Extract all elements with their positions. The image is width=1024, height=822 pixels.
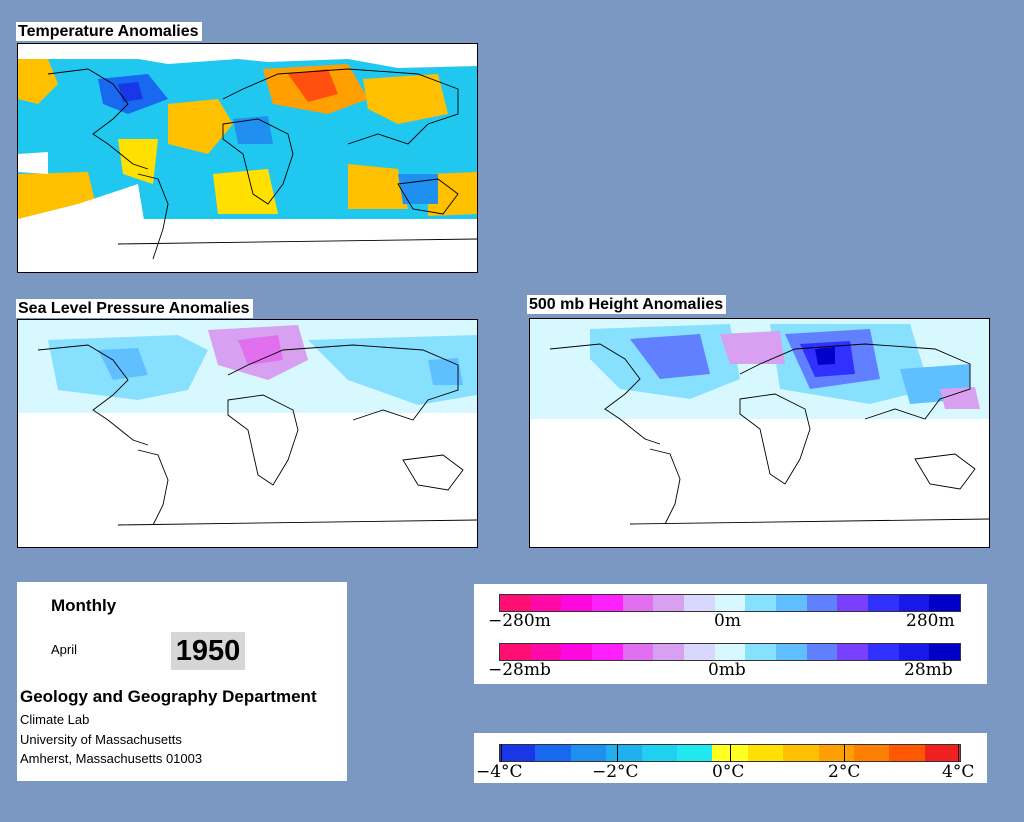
temperature-swatch-12	[924, 745, 961, 761]
height-swatch-13	[898, 595, 930, 611]
pressure-swatch-4	[622, 644, 654, 660]
tick-pos2	[844, 744, 845, 762]
temp-label-1: −4°C	[476, 762, 523, 782]
department-name: Geology and Geography Department	[20, 687, 317, 706]
height-swatch-11	[837, 595, 869, 611]
pressure-min-label: −28mb	[488, 660, 551, 680]
temperature-swatch-1	[535, 745, 571, 761]
height-swatch-6	[684, 595, 715, 611]
temperature-swatch-10	[853, 745, 890, 761]
height-swatch-9	[776, 595, 807, 611]
pressure-swatch-3	[592, 644, 623, 660]
temperature-swatch-0	[500, 745, 536, 761]
temperature-swatch-8	[783, 745, 819, 761]
height-swatch-14	[929, 595, 961, 611]
temp-label-4: 2°C	[828, 762, 861, 782]
pressure-max-label: 28mb	[904, 660, 953, 680]
pressure-swatch-9	[776, 644, 807, 660]
pressure-swatch-7	[714, 644, 746, 660]
temp-label-3: 0°C	[712, 762, 745, 782]
frequency-label: Monthly	[51, 596, 117, 615]
temp-label-5: 4°C	[942, 762, 975, 782]
height-swatch-4	[622, 595, 654, 611]
pressure-map	[17, 319, 478, 548]
height-swatch-7	[714, 595, 746, 611]
temperature-legend-panel: −4°C −2°C 0°C 2°C 4°C	[474, 733, 987, 783]
tick-neg4	[501, 744, 502, 762]
pressure-swatch-5	[653, 644, 685, 660]
pressure-mid-label: 0mb	[708, 660, 746, 680]
pressure-swatch-6	[684, 644, 715, 660]
temperature-swatch-7	[747, 745, 784, 761]
temp-label-2: −2°C	[592, 762, 639, 782]
pressure-swatch-8	[745, 644, 777, 660]
height-swatch-3	[592, 595, 623, 611]
pressure-swatch-13	[898, 644, 930, 660]
temperature-swatch-4	[641, 745, 677, 761]
pressure-title: Sea Level Pressure Anomalies	[16, 299, 253, 318]
temperature-swatch-3	[606, 745, 642, 761]
tick-zero	[730, 744, 731, 762]
height-colorbar	[499, 594, 961, 612]
tick-pos4	[958, 744, 959, 762]
month-label: April	[51, 642, 78, 657]
temperature-title: Temperature Anomalies	[16, 22, 202, 41]
info-panel: Monthly April 1950 Geology and Geography…	[17, 582, 347, 781]
temperature-swatch-9	[818, 745, 854, 761]
temperature-swatch-5	[676, 745, 713, 761]
height-title: 500 mb Height Anomalies	[527, 295, 727, 314]
height-swatch-12	[868, 595, 899, 611]
height-map	[529, 318, 990, 548]
height-swatch-8	[745, 595, 777, 611]
height-swatch-2	[561, 595, 593, 611]
pressure-swatch-2	[561, 644, 593, 660]
height-swatch-1	[530, 595, 562, 611]
pressure-swatch-0	[500, 644, 531, 660]
height-swatch-5	[653, 595, 685, 611]
pressure-swatch-1	[530, 644, 562, 660]
height-min-label: −280m	[488, 611, 551, 631]
pressure-colorbar	[499, 643, 961, 661]
temperature-colorbar	[499, 744, 961, 762]
year-display: 1950	[171, 632, 245, 670]
tick-neg2	[617, 744, 618, 762]
university-name: University of Massachusetts	[20, 732, 182, 747]
pressure-swatch-10	[806, 644, 838, 660]
height-mid-label: 0m	[714, 611, 741, 631]
lab-name: Climate Lab	[20, 712, 90, 727]
pressure-swatch-14	[929, 644, 961, 660]
pressure-swatch-12	[868, 644, 899, 660]
height-swatch-10	[806, 595, 838, 611]
temperature-map	[17, 43, 478, 273]
pressure-swatch-11	[837, 644, 869, 660]
temperature-swatch-2	[570, 745, 607, 761]
anomaly-legend-panel: −280m 0m 280m −28mb 0mb 28mb	[474, 584, 987, 684]
temperature-swatch-11	[889, 745, 925, 761]
address-line: Amherst, Massachusetts 01003	[20, 751, 203, 766]
height-max-label: 280m	[906, 611, 955, 631]
height-swatch-0	[500, 595, 531, 611]
